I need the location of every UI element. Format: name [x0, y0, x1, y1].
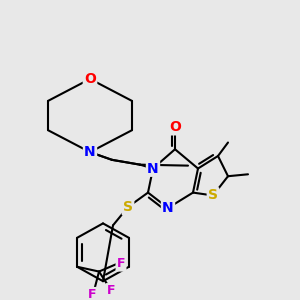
Text: F: F [107, 284, 115, 297]
Text: F: F [117, 257, 125, 270]
Text: N: N [147, 161, 159, 176]
Text: N: N [84, 145, 96, 159]
Text: S: S [123, 200, 133, 214]
Text: F: F [88, 288, 96, 300]
Text: N: N [162, 201, 174, 215]
Text: O: O [169, 120, 181, 134]
Text: S: S [208, 188, 218, 203]
Text: O: O [84, 72, 96, 86]
